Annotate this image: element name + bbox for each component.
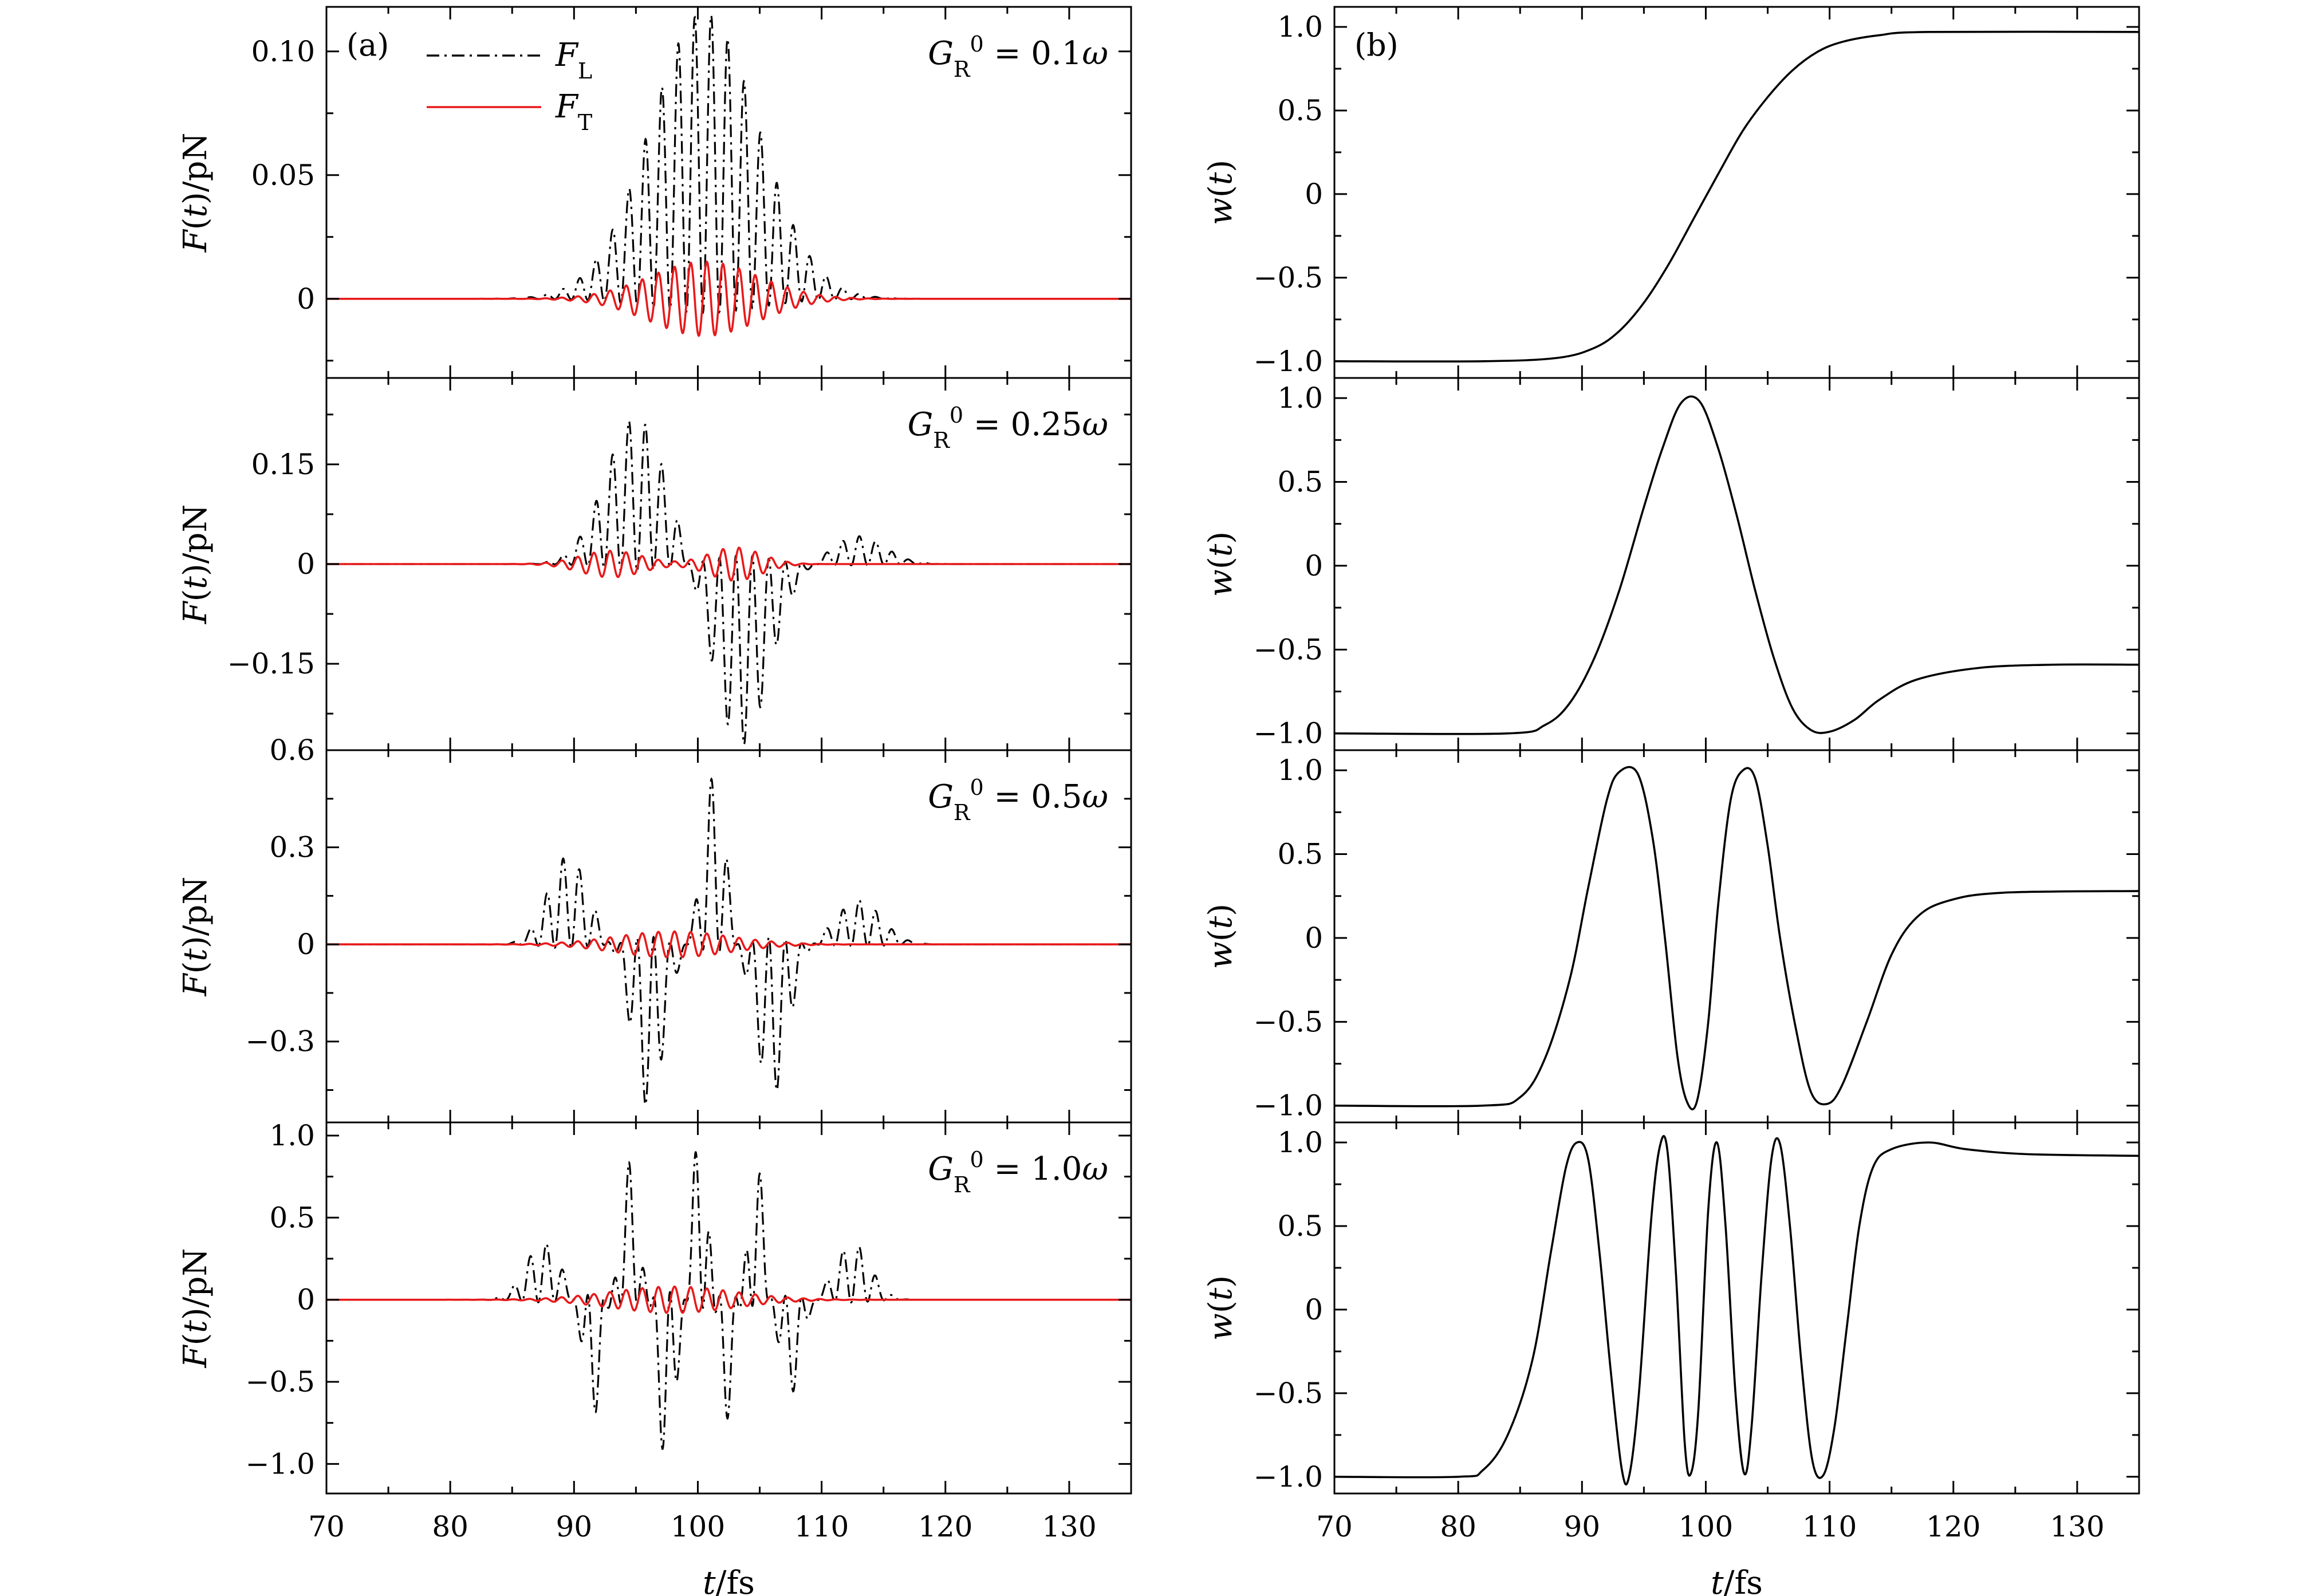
plot-frame bbox=[1333, 377, 2140, 751]
panel-label: (a) bbox=[346, 27, 389, 63]
y-tick-label: 0.15 bbox=[251, 448, 315, 481]
subplot-a-3: −0.3 0 0.3 0.6 F(t)/pN GR0 = 0.5ω bbox=[177, 734, 1132, 1124]
y-axis-label: F(t)/pN bbox=[177, 505, 214, 625]
subplot-b-1: −1.0 −0.5 0 0.5 1.0 w(t) (b) bbox=[1202, 6, 2140, 379]
y-tick-label: 1.0 bbox=[1277, 381, 1323, 415]
x-tick-label: 110 bbox=[794, 1510, 849, 1543]
series-fl-line bbox=[326, 777, 1131, 1106]
y-tick-label: 0 bbox=[1305, 1293, 1323, 1326]
y-tick-label: 0.05 bbox=[251, 159, 315, 192]
y-tick-label: 0 bbox=[297, 282, 315, 316]
plot-frame bbox=[1333, 749, 2140, 1124]
x-tick-label: 130 bbox=[2050, 1510, 2104, 1543]
y-tick-label: −1.0 bbox=[1254, 345, 1323, 378]
x-tick-label: 100 bbox=[1679, 1510, 1733, 1543]
y-axis-label: F(t)/pN bbox=[177, 877, 214, 997]
y-axis-label: w(t) bbox=[1202, 904, 1239, 969]
legend-label-fl: FL bbox=[555, 37, 592, 84]
y-tick-label: 0 bbox=[1305, 549, 1323, 582]
y-axis-label: w(t) bbox=[1202, 1275, 1239, 1341]
y-tick-label: 0.5 bbox=[1277, 466, 1323, 499]
y-tick-label: −1.0 bbox=[246, 1447, 315, 1480]
y-tick-label: 0.5 bbox=[1277, 94, 1323, 127]
x-tick-label: 110 bbox=[1802, 1510, 1857, 1543]
y-tick-label: −0.5 bbox=[1254, 261, 1323, 294]
g-annotation: GR0 = 0.1ω bbox=[928, 31, 1108, 82]
x-tick-label: 90 bbox=[556, 1510, 592, 1543]
y-tick-label: 0.3 bbox=[269, 831, 315, 864]
y-tick-label: −1.0 bbox=[1254, 717, 1323, 750]
x-tick-label: 100 bbox=[671, 1510, 725, 1543]
subplot-b-4: −1.0 −0.5 0 0.5 1.0 w(t) 70 80 90 100 110 120 130 t/f… bbox=[1202, 1121, 2140, 1596]
y-tick-label: −0.5 bbox=[1254, 633, 1323, 666]
g-annotation: GR0 = 1.0ω bbox=[928, 1147, 1108, 1197]
y-tick-label: −0.5 bbox=[246, 1365, 315, 1398]
series-ft-line bbox=[326, 1285, 1131, 1314]
y-axis-label: w(t) bbox=[1202, 531, 1239, 597]
y-tick-label: −0.3 bbox=[246, 1025, 315, 1058]
x-tick-label: 120 bbox=[918, 1510, 972, 1543]
y-tick-label: 0.5 bbox=[269, 1201, 315, 1234]
y-tick-label: 1.0 bbox=[1277, 1126, 1323, 1159]
y-tick-label: 0.6 bbox=[269, 734, 315, 767]
y-tick-label: −0.15 bbox=[227, 647, 315, 680]
y-axis-label: F(t)/pN bbox=[177, 1248, 214, 1369]
y-tick-label: −0.5 bbox=[1254, 1005, 1323, 1038]
plot-frame bbox=[1333, 6, 2140, 379]
y-tick-label: 0 bbox=[1305, 921, 1323, 955]
y-axis-label: w(t) bbox=[1202, 160, 1239, 225]
y-tick-label: 1.0 bbox=[1277, 10, 1323, 44]
y-tick-label: −1.0 bbox=[1254, 1460, 1323, 1493]
series-ft-line bbox=[326, 261, 1131, 337]
x-tick-label: 130 bbox=[1042, 1510, 1096, 1543]
series-w-line bbox=[1334, 1135, 2139, 1485]
x-axis-label: t/fs bbox=[703, 1565, 755, 1596]
x-tick-label: 80 bbox=[432, 1510, 468, 1543]
y-axis-label: F(t)/pN bbox=[177, 133, 214, 253]
y-tick-label: 1.0 bbox=[269, 1119, 315, 1152]
subplot-b-3: −1.0 −0.5 0 0.5 1.0 w(t) bbox=[1202, 749, 2140, 1124]
y-tick-label: −1.0 bbox=[1254, 1089, 1323, 1122]
y-tick-label: 0 bbox=[297, 547, 315, 581]
plot-frame bbox=[1333, 1121, 2140, 1495]
series-w-line bbox=[1334, 766, 2139, 1110]
g-annotation: GR0 = 0.25ω bbox=[908, 403, 1108, 453]
x-tick-label: 70 bbox=[1316, 1510, 1353, 1543]
series-w-line bbox=[1334, 395, 2139, 735]
series-w-line bbox=[1334, 30, 2139, 363]
x-axis-label: t/fs bbox=[1711, 1565, 1763, 1596]
y-tick-label: −0.5 bbox=[1254, 1377, 1323, 1410]
y-tick-label: 0 bbox=[1305, 178, 1323, 211]
x-tick-label: 80 bbox=[1440, 1510, 1476, 1543]
y-tick-label: 0.5 bbox=[1277, 838, 1323, 871]
y-tick-label: 0.10 bbox=[251, 35, 315, 68]
x-tick-label: 70 bbox=[308, 1510, 345, 1543]
y-tick-label: 0 bbox=[297, 928, 315, 961]
subplot-a-4: −1.0 −0.5 0 0.5 1.0 F(t)/pN GR0 = 1.0ω 70 80 90 10… bbox=[177, 1119, 1132, 1596]
x-tick-label: 90 bbox=[1563, 1510, 1600, 1543]
subplot-b-2: −1.0 −0.5 0 0.5 1.0 w(t) bbox=[1202, 377, 2140, 751]
panel-label: (b) bbox=[1354, 27, 1399, 63]
plot-frame bbox=[325, 1121, 1132, 1495]
y-tick-label: 0.5 bbox=[1277, 1209, 1323, 1243]
y-tick-label: 1.0 bbox=[1277, 754, 1323, 787]
g-annotation: GR0 = 0.5ω bbox=[928, 775, 1108, 825]
legend-label-ft: FT bbox=[555, 88, 592, 135]
panel-b: −1.0 −0.5 0 0.5 1.0 w(t) (b) −1.0 −0.5 0 0.5 1.0 w(t… bbox=[1202, 6, 2140, 1596]
series-fl-line bbox=[326, 420, 1131, 746]
subplot-a-2: −0.15 0 0.15 F(t)/pN GR0 = 0.25ω bbox=[177, 377, 1132, 751]
series-ft-line bbox=[326, 546, 1131, 582]
y-tick-label: 0 bbox=[297, 1283, 315, 1317]
x-tick-label: 120 bbox=[1926, 1510, 1980, 1543]
series-ft-line bbox=[326, 930, 1131, 959]
